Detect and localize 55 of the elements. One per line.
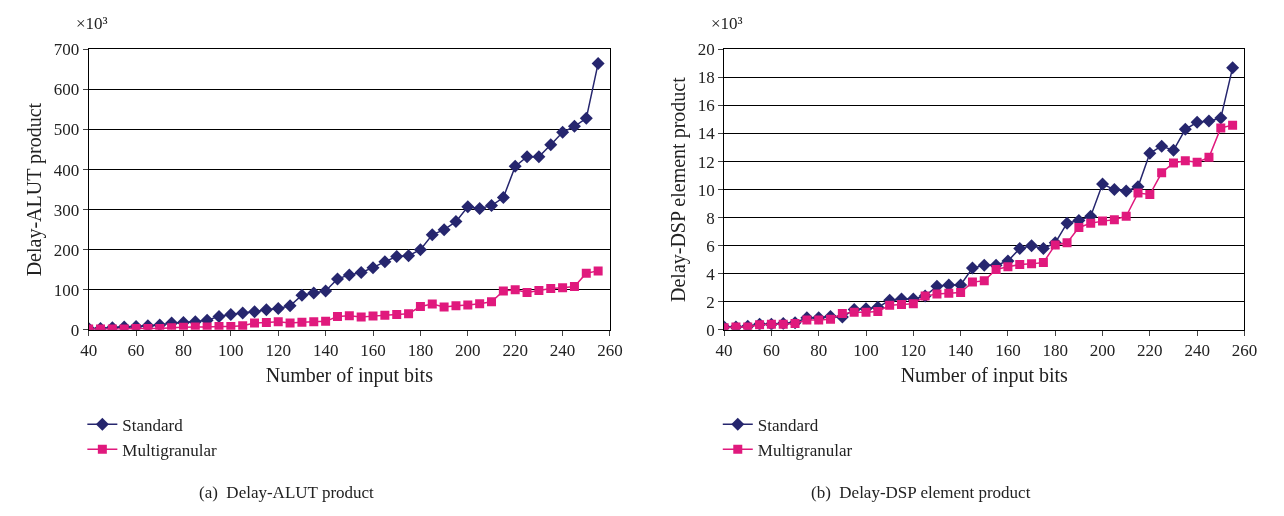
x-tick-label: 160 bbox=[360, 341, 386, 361]
text: ×10³ bbox=[711, 14, 743, 33]
x-tick-label: 200 bbox=[455, 341, 481, 361]
y-tick-label: 16 bbox=[697, 96, 715, 116]
x-tick-label: 120 bbox=[265, 341, 291, 361]
x-tick-label: 60 bbox=[762, 341, 780, 361]
legend-label: Standard bbox=[122, 415, 184, 435]
x-tick-label: 140 bbox=[947, 341, 974, 361]
x-axis-title: Number of input bits bbox=[265, 363, 434, 387]
x-tick-label: 180 bbox=[1042, 341, 1068, 361]
x-tick-label: 240 bbox=[549, 341, 576, 361]
x-tick-label: 220 bbox=[1137, 341, 1163, 361]
x-tick-label: 260 bbox=[597, 341, 623, 361]
y-axis-title: Delay-DSP element product bbox=[667, 76, 691, 302]
x-tick-label: 200 bbox=[1089, 341, 1116, 361]
x-tick-label: 240 bbox=[1184, 341, 1210, 361]
y-tick-label: 100 bbox=[53, 280, 80, 300]
x-tick-label: 120 bbox=[900, 341, 927, 361]
y-tick-label: 8 bbox=[706, 208, 715, 228]
x-tick-label: 40 bbox=[715, 341, 733, 361]
y-tick-label: 6 bbox=[706, 236, 715, 256]
x-tick-label: 80 bbox=[174, 341, 192, 361]
y-tick-label: 400 bbox=[53, 160, 80, 180]
x-tick-label: 100 bbox=[853, 341, 879, 361]
y-tick-label: 2 bbox=[706, 292, 715, 312]
y-tick-label: 4 bbox=[706, 264, 716, 284]
y-axis-title: Delay-ALUT product bbox=[23, 102, 47, 277]
y-tick-label: 12 bbox=[697, 152, 715, 172]
y-tick-label: 20 bbox=[697, 40, 715, 60]
y-tick-label: 700 bbox=[53, 40, 80, 60]
y-tick-label: 200 bbox=[53, 240, 80, 260]
y-tick-label: 500 bbox=[53, 120, 80, 140]
y-tick-label: 600 bbox=[53, 80, 80, 100]
x-tick-label: 40 bbox=[80, 341, 98, 361]
x-tick-label: 220 bbox=[502, 341, 528, 361]
text: (b) Delay-DSP element product bbox=[811, 483, 1031, 502]
legend-label: Multigranular bbox=[122, 440, 218, 460]
y-tick-label: 18 bbox=[697, 68, 715, 88]
x-tick-label: 140 bbox=[312, 341, 339, 361]
y-tick-label: 14 bbox=[697, 124, 716, 144]
x-tick-label: 80 bbox=[810, 341, 828, 361]
x-tick-label: 180 bbox=[407, 341, 434, 361]
legend-label: Multigranular bbox=[757, 440, 853, 460]
y-tick-label: 300 bbox=[53, 200, 80, 220]
y-tick-label: 0 bbox=[70, 320, 80, 340]
y-tick-label: 0 bbox=[706, 320, 715, 340]
x-axis-title: Number of input bits bbox=[900, 363, 1069, 387]
text: ×10³ bbox=[76, 14, 108, 33]
x-tick-label: 100 bbox=[218, 341, 244, 361]
x-tick-label: 260 bbox=[1231, 341, 1258, 361]
legend-label: Standard bbox=[757, 415, 819, 435]
x-tick-label: 160 bbox=[995, 341, 1021, 361]
y-tick-label: 10 bbox=[697, 180, 715, 200]
text: (a) Delay-ALUT product bbox=[199, 483, 375, 502]
x-tick-label: 60 bbox=[127, 341, 145, 361]
